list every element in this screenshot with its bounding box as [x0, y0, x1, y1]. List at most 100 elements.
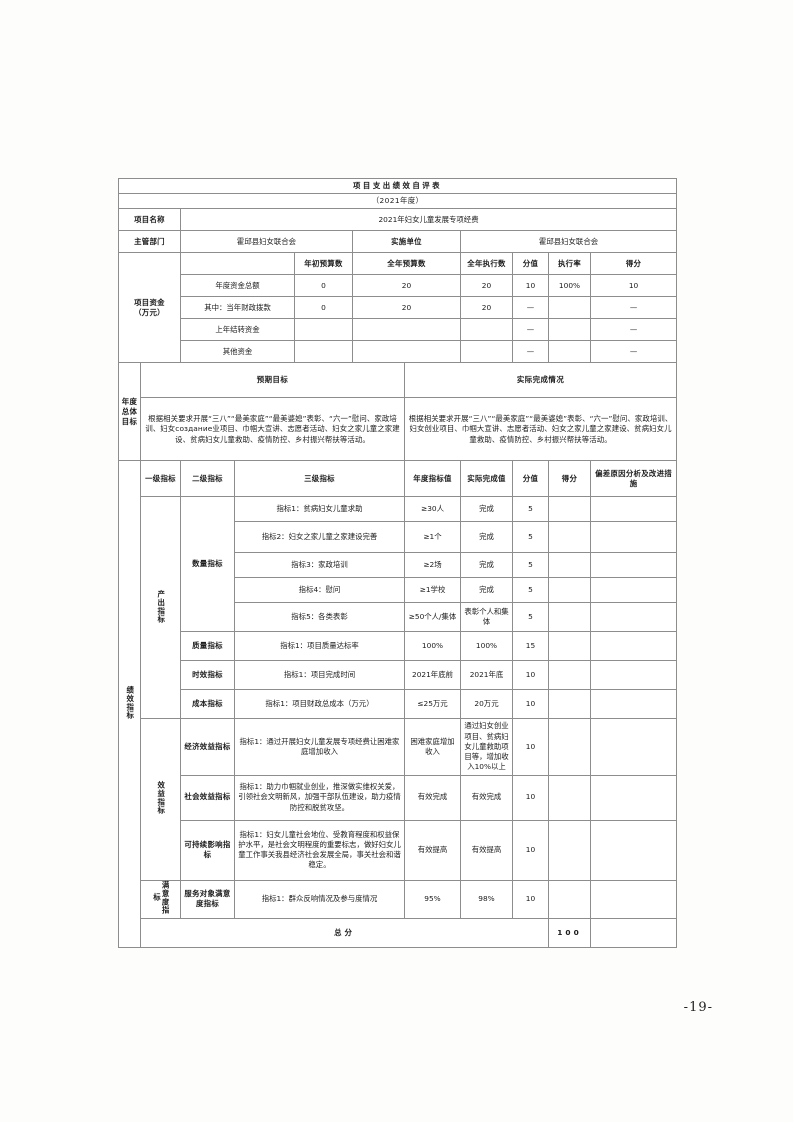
funds-score-value: —	[512, 340, 549, 364]
col-year-exec: 全年执行数	[460, 252, 513, 276]
funds-row: 其他资金 — —	[119, 340, 678, 364]
funds-begin-budget	[294, 318, 353, 342]
indicator-actual: 20万元	[460, 689, 513, 720]
funds-year-exec	[460, 318, 513, 342]
indicator-actual: 表彰个人和集体	[460, 602, 513, 633]
indicator-actual: 完成	[460, 496, 513, 523]
funds-score: —	[589, 340, 678, 364]
sub-timeliness-label: 时效指标	[180, 660, 235, 691]
funds-exec-rate	[548, 318, 591, 342]
indicator-score	[548, 718, 591, 776]
indicator-score	[548, 879, 591, 919]
indicator-level3: 指标3：家政培训	[234, 552, 405, 579]
indicator-score-value: 5	[512, 521, 549, 554]
indicator-target: 95%	[404, 879, 461, 919]
indicator-header-row: 绩效指标 一级指标 二级指标 三级指标 年度指标值 实际完成值 分值 得分 偏差…	[118, 460, 678, 948]
indicator-score	[548, 552, 591, 579]
project-funds-unit-text: （万元）	[134, 307, 165, 317]
indicator-score-value: 5	[512, 577, 549, 604]
col-year-budget: 全年预算数	[352, 252, 461, 276]
indicator-score-value: 15	[512, 631, 549, 662]
indicator-level3: 指标2：妇女之家儿童之家建设完善	[234, 521, 405, 554]
funds-row-name: 年度资金总额	[180, 274, 295, 298]
indicator-row: 成本指标 指标1：项目财政总成本（万元） ≤25万元 20万元 10	[119, 689, 678, 720]
indicator-level3: 指标4：慰问	[234, 577, 405, 604]
funds-year-exec	[460, 340, 513, 364]
expected-goal-text: 根据相关要求开展“三八”“最美家庭”“最美婆媳”表彰、“六一”慰问、家政培训、妇…	[140, 397, 405, 462]
funds-row: 其中：当年财政拨款 0 20 20 — —	[119, 296, 678, 320]
indicator-deviation	[589, 496, 678, 523]
col-score-value: 分值	[512, 252, 549, 276]
funds-score-value: —	[512, 296, 549, 320]
indicator-score	[548, 602, 591, 633]
indicator-actual: 完成	[460, 552, 513, 579]
indicator-row: 指标3：家政培训 ≥2场 完成 5	[119, 552, 678, 579]
indicator-deviation	[589, 879, 678, 919]
indicator-actual: 有效提高	[460, 819, 513, 881]
total-row: 总分 100	[119, 917, 678, 948]
total-score-blank1	[589, 917, 678, 948]
sub-cost-label: 成本指标	[180, 689, 235, 720]
supervising-dept-value: 霍邱县妇女联合会	[180, 230, 353, 254]
annual-goal-side-label-text: 年度总体目标	[121, 396, 138, 427]
indicator-score-value: 10	[512, 660, 549, 691]
project-funds-label-text: 项目资金	[134, 297, 165, 307]
indicator-target: ≥1学校	[404, 577, 461, 604]
col-level2: 二级指标	[180, 460, 235, 498]
title-row: 项目支出绩效自评表	[117, 177, 678, 195]
indicator-level3: 指标1：项目财政总成本（万元）	[234, 689, 405, 720]
funds-score: —	[589, 318, 678, 342]
indicator-deviation	[589, 631, 678, 662]
funds-row: 年度资金总额 0 20 20 10 100% 10	[119, 274, 678, 298]
funds-exec-rate	[548, 340, 591, 364]
col-actual-value: 实际完成值	[460, 460, 513, 498]
indicator-actual: 2021年底	[460, 660, 513, 691]
fiscal-year-label: （2021年度）	[117, 193, 678, 210]
indicator-score-value: 10	[512, 689, 549, 720]
funds-year-budget: 20	[352, 296, 461, 320]
annual-goal-side-label: 年度总体目标	[118, 362, 141, 462]
indicator-level3: 指标1：群众反响情况及参与度情况	[234, 879, 405, 919]
page-title: 项目支出绩效自评表	[117, 177, 678, 195]
indicator-row: 产出指标 数量指标 指标1：贫病妇女儿童求助 ≥30人 完成 5	[119, 496, 678, 720]
indicator-score-value: 5	[512, 552, 549, 579]
col-annual-target: 年度指标值	[404, 460, 461, 498]
col-begin-budget: 年初预算数	[294, 252, 353, 276]
supervising-dept-label: 主管部门	[118, 230, 181, 254]
indicator-actual: 有效完成	[460, 774, 513, 821]
level2-output-label-text: 产出指标	[156, 589, 166, 624]
project-funds-label: 项目资金 （万元）	[118, 252, 181, 364]
indicator-target: ≥1个	[404, 521, 461, 554]
expected-goal-header: 预期目标	[140, 362, 405, 399]
indicator-target: ≥50个人/集体	[404, 602, 461, 633]
indicator-level3: 指标1：通过开展妇女儿童发展专项经费让困难家庭增加收入	[234, 718, 405, 776]
funds-begin-budget: 0	[294, 274, 353, 298]
sub-sustainable-label: 可持续影响指标	[180, 819, 235, 881]
indicator-row: 指标5：各类表彰 ≥50个人/集体 表彰个人和集体 5	[119, 602, 678, 633]
indicator-score-value: 10	[512, 774, 549, 821]
funds-row-name: 其他资金	[180, 340, 295, 364]
indicator-score	[548, 496, 591, 523]
indicator-row: 社会效益指标 指标1：助力巾帼就业创业，推深做实维权关爱，引领社会文明新风，加强…	[119, 774, 678, 821]
indicator-level3: 指标1：贫病妇女儿童求助	[234, 496, 405, 523]
indicator-score-value: 10	[512, 879, 549, 919]
annual-goal-header-row: 年度总体目标 预期目标 实际完成情况	[118, 362, 678, 462]
indicator-level3: 指标1：助力巾帼就业创业，推深做实维权关爱，引领社会文明新风，加强干部队伍建设，…	[234, 774, 405, 821]
sub-social-label: 社会效益指标	[180, 774, 235, 821]
funds-score: 10	[589, 274, 678, 298]
col-score: 得分	[589, 252, 678, 276]
year-row: （2021年度）	[117, 193, 678, 210]
indicator-deviation	[589, 602, 678, 633]
indicator-deviation	[589, 718, 678, 776]
indicator-deviation	[589, 660, 678, 691]
level1-perf-label-text: 绩效指标	[125, 685, 135, 720]
col-level3: 三级指标	[234, 460, 405, 498]
indicator-level3: 指标1：项目质量达标率	[234, 631, 405, 662]
col-indicator-score: 得分	[548, 460, 591, 498]
col-deviation: 偏差原因分析及改进措施	[589, 460, 678, 498]
indicator-target: ≥2场	[404, 552, 461, 579]
indicator-target: ≤25万元	[404, 689, 461, 720]
page-number: -19-	[683, 1000, 713, 1015]
indicator-level3: 指标1：项目完成时间	[234, 660, 405, 691]
